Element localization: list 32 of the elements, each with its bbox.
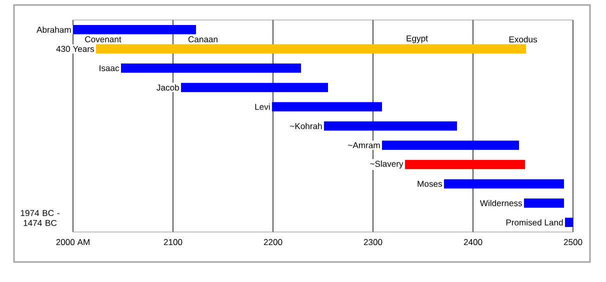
annotation: Egypt [406, 35, 428, 44]
y-tick-label: ~Amram [348, 142, 380, 148]
y-tick-label: 430 Years [56, 46, 94, 52]
x-tick-label: 2300 [364, 239, 382, 246]
bar [272, 102, 382, 112]
y-tick-label: Promised Land [506, 219, 563, 226]
bar [565, 218, 574, 227]
y-tick-label: Abraham [36, 26, 71, 33]
x-tick-label: 2200 [264, 239, 282, 246]
annotation: Covenant [85, 36, 122, 42]
bar [96, 44, 526, 54]
bar [405, 160, 526, 170]
bar [444, 179, 564, 188]
y-tick-label: Moses [418, 180, 442, 187]
bar [382, 140, 520, 150]
annotation: Canaan [188, 36, 218, 42]
text: 1974 BC - 1474 BC [20, 210, 60, 226]
y-tick-label: ~Kohrah [290, 122, 322, 130]
annotation: Exodus [509, 36, 537, 42]
y-tick-label: Isaac [100, 65, 120, 72]
x-tick-label: 2000 AM [56, 239, 90, 246]
y-tick-label: Wilderness [480, 200, 522, 206]
bar [73, 25, 196, 34]
y-tick-label: Levi [255, 104, 270, 110]
x-tick-label: 2400 [464, 239, 482, 246]
bar [524, 198, 564, 208]
x-tick-label: 2500 [564, 239, 582, 246]
y-tick-label: ~Slavery [370, 160, 404, 169]
bar [324, 121, 458, 131]
y-tick-label: Jacob [156, 84, 179, 91]
bar [181, 82, 328, 92]
x-tick-label: 2100 [164, 239, 182, 246]
